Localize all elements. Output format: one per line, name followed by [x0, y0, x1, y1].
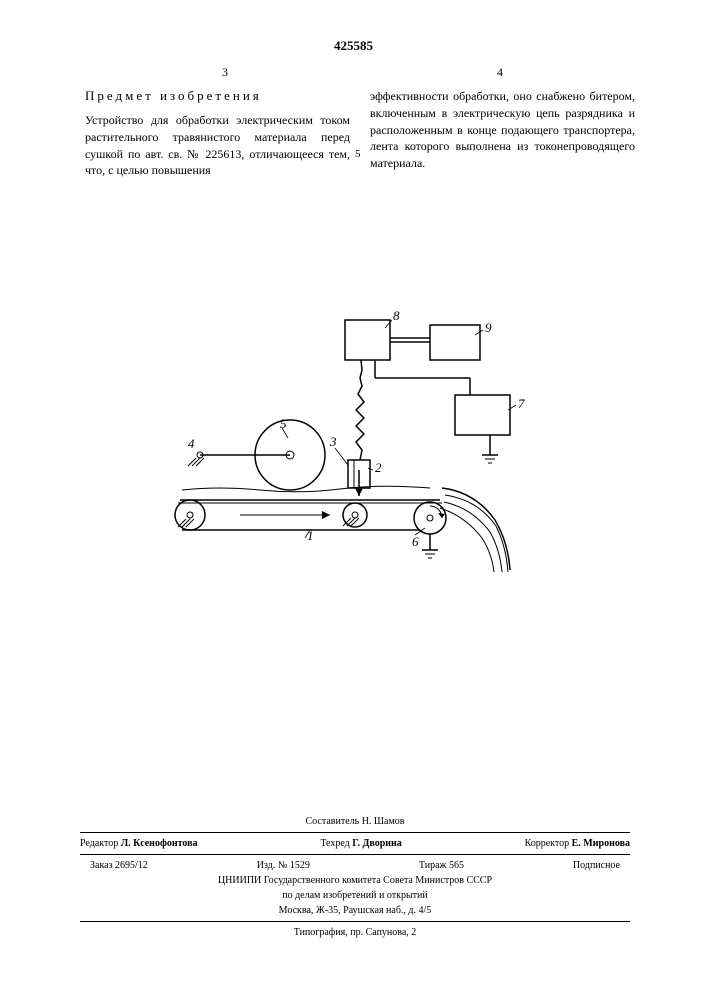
editor: Редактор Л. Ксенофонтова — [80, 836, 198, 851]
typography-line: Типография, пр. Сапунова, 2 — [80, 925, 630, 940]
org-line1: ЦНИИПИ Государственного комитета Совета … — [80, 873, 630, 888]
svg-text:6: 6 — [412, 534, 419, 549]
svg-text:2: 2 — [375, 460, 382, 475]
svg-text:5: 5 — [280, 416, 287, 431]
subject-heading: Предмет изобретения — [85, 88, 262, 104]
svg-text:3: 3 — [329, 434, 337, 449]
svg-text:4: 4 — [188, 436, 195, 451]
org-line2: по делам изобретений и открытий — [80, 888, 630, 903]
right-column-text: эффективности обработки, оно снабжено би… — [370, 88, 635, 172]
address-line: Москва, Ж-35, Раушская наб., д. 4/5 — [80, 903, 630, 918]
technical-diagram: 1 2 3 4 5 6 7 8 9 — [130, 260, 570, 610]
svg-text:9: 9 — [485, 320, 492, 335]
column-number-right: 4 — [360, 65, 640, 80]
svg-text:8: 8 — [393, 308, 400, 323]
compiler-line: Составитель Н. Шамов — [80, 814, 630, 829]
techred: Техред Г. Дворина — [320, 836, 401, 851]
patent-number: 425585 — [0, 38, 707, 54]
line-number-marker: 5 — [355, 148, 361, 160]
column-number-left: 3 — [85, 65, 365, 80]
svg-text:7: 7 — [518, 396, 525, 411]
left-column-text: Устройство для обработки электрическим т… — [85, 112, 350, 179]
editor-row: Редактор Л. Ксенофонтова Техред Г. Двори… — [80, 836, 630, 851]
order-row: Заказ 2695/12 Изд. № 1529 Тираж 565 Подп… — [80, 858, 630, 873]
footer-block: Составитель Н. Шамов Редактор Л. Ксенофо… — [80, 814, 630, 940]
corrector: Корректор Е. Миронова — [525, 836, 630, 851]
